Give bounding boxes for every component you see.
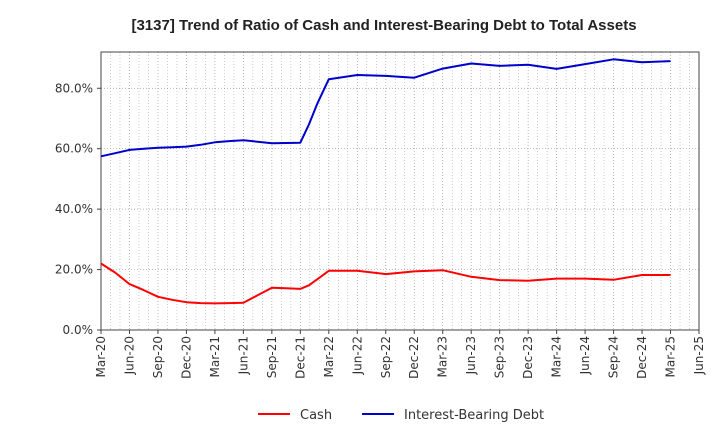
series-line-cash (100, 262, 671, 305)
y-axis-ticks: 0.0% 20.0% 40.0% 60.0% 80.0% (55, 81, 101, 337)
x-tick-label: Jun-23 (464, 336, 478, 375)
series-lines (100, 58, 671, 305)
y-tick-label: 40.0% (55, 202, 93, 216)
y-tick-label: 60.0% (55, 142, 93, 156)
legend-label: Cash (300, 408, 332, 423)
x-tick-label: Mar-25 (664, 336, 678, 377)
x-tick-label: Sep-20 (151, 336, 165, 378)
x-tick-label: Jun-25 (692, 336, 706, 375)
x-tick-label: Sep-21 (265, 336, 279, 378)
x-tick-label: Jun-22 (350, 336, 364, 375)
y-tick-label: 80.0% (55, 81, 93, 95)
x-tick-label: Jun-21 (236, 336, 250, 375)
x-tick-label: Dec-20 (179, 336, 193, 379)
x-tick-label: Dec-23 (521, 336, 535, 379)
x-tick-label: Dec-21 (293, 336, 307, 379)
x-tick-label: Sep-23 (493, 336, 507, 378)
y-tick-label: 20.0% (55, 263, 93, 277)
x-axis-ticks: Mar-20 Jun-20 Sep-20 Dec-20 Mar-21 Jun-21 Sep-… (94, 330, 706, 379)
x-tick-label: Mar-24 (550, 336, 564, 377)
chart-title: [3137] Trend of Ratio of Cash and Intere… (131, 17, 636, 34)
y-tick-label: 0.0% (63, 323, 94, 337)
x-tick-label: Sep-24 (607, 336, 621, 378)
plot-area-frame (100, 51, 700, 331)
x-tick-label: Mar-23 (436, 336, 450, 377)
x-tick-label: Mar-20 (94, 336, 108, 377)
legend: Cash Interest-Bearing Debt (258, 408, 544, 423)
legend-label: Interest-Bearing Debt (404, 408, 544, 423)
grid (100, 52, 700, 330)
x-tick-label: Jun-20 (122, 336, 136, 375)
x-tick-label: Mar-21 (208, 336, 222, 377)
x-tick-label: Jun-24 (578, 336, 592, 375)
x-tick-label: Sep-22 (379, 336, 393, 378)
x-tick-label: Dec-22 (407, 336, 421, 379)
series-line-interest-bearing-debt (100, 58, 671, 158)
x-tick-label: Mar-22 (322, 336, 336, 377)
x-tick-label: Dec-24 (635, 336, 649, 379)
